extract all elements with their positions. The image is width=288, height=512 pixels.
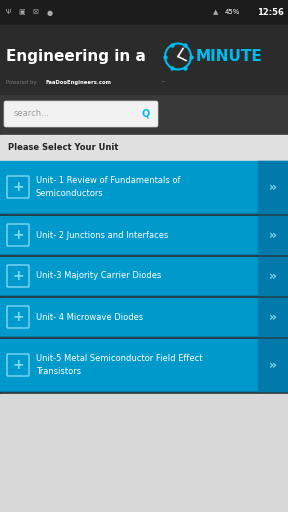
Text: ✉: ✉ <box>33 10 39 15</box>
Text: search...: search... <box>14 110 50 118</box>
Text: »: » <box>269 228 277 242</box>
Bar <box>258 339 288 391</box>
Text: MINUTE: MINUTE <box>196 49 263 64</box>
Text: »: » <box>269 269 277 283</box>
Text: +: + <box>12 310 24 324</box>
FancyBboxPatch shape <box>4 101 158 127</box>
Text: ▣: ▣ <box>19 10 25 15</box>
Text: +: + <box>12 358 24 372</box>
Text: »: » <box>269 181 277 194</box>
Bar <box>0 95 288 135</box>
Text: Powered by: Powered by <box>6 80 38 85</box>
Bar <box>258 161 288 213</box>
Text: »: » <box>269 310 277 324</box>
Text: Ψ: Ψ <box>5 10 11 15</box>
Bar <box>0 339 288 391</box>
Text: 45%: 45% <box>225 10 240 15</box>
Bar <box>258 216 288 254</box>
Text: +: + <box>12 180 24 194</box>
Text: Unit- 1 Review of Fundamentals of
Semiconductors: Unit- 1 Review of Fundamentals of Semico… <box>36 176 181 198</box>
Text: +: + <box>12 269 24 283</box>
Bar <box>0 135 288 161</box>
Text: Engineering in a: Engineering in a <box>6 49 151 64</box>
Bar <box>0 257 288 295</box>
Text: Unit- 4 Microwave Diodes: Unit- 4 Microwave Diodes <box>36 312 143 322</box>
Bar <box>0 161 288 213</box>
Text: +: + <box>12 228 24 242</box>
Text: ●: ● <box>47 10 53 15</box>
Text: Unit-3 Majority Carrier Diodes: Unit-3 Majority Carrier Diodes <box>36 271 161 281</box>
Text: 12:56: 12:56 <box>257 8 284 17</box>
Text: ™: ™ <box>160 80 164 84</box>
Text: »: » <box>269 358 277 372</box>
Text: Unit-5 Metal Semiconductor Field Effect
Transistors: Unit-5 Metal Semiconductor Field Effect … <box>36 354 202 376</box>
Text: ▲: ▲ <box>213 10 219 15</box>
Bar <box>0 394 288 512</box>
Bar <box>0 216 288 254</box>
Text: FaaDooEngineers.com: FaaDooEngineers.com <box>46 80 112 85</box>
Text: Unit- 2 Junctions and Interfaces: Unit- 2 Junctions and Interfaces <box>36 230 168 240</box>
Text: Please Select Your Unit: Please Select Your Unit <box>8 143 118 153</box>
Bar <box>258 298 288 336</box>
Bar <box>0 0 288 25</box>
Bar <box>258 257 288 295</box>
Bar <box>0 298 288 336</box>
Bar <box>0 25 288 95</box>
Text: Q: Q <box>142 109 150 119</box>
